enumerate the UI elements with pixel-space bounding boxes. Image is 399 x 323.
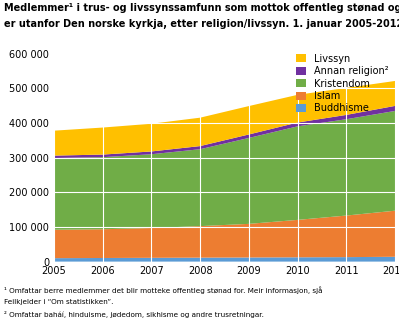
Text: Feilkjelder i “Om statistikken”.: Feilkjelder i “Om statistikken”. xyxy=(4,299,113,305)
Text: ² Omfattar baháí, hinduisme, jødedom, sikhisme og andre trusretningar.: ² Omfattar baháí, hinduisme, jødedom, si… xyxy=(4,311,264,318)
Text: er utanfor Den norske kyrkja, etter religion/livssyn. 1. januar 2005-2012: er utanfor Den norske kyrkja, etter reli… xyxy=(4,19,399,29)
Text: Medlemmer¹ i trus- og livssynssamfunn som mottok offentleg stønad og: Medlemmer¹ i trus- og livssynssamfunn so… xyxy=(4,3,399,13)
Legend: Livssyn, Annan religion², Kristendom, Islam, Buddhisme: Livssyn, Annan religion², Kristendom, Is… xyxy=(294,52,390,115)
Text: ¹ Omfattar berre medlemmer det blir motteke offentleg stønad for. Meir informasj: ¹ Omfattar berre medlemmer det blir mott… xyxy=(4,286,322,294)
